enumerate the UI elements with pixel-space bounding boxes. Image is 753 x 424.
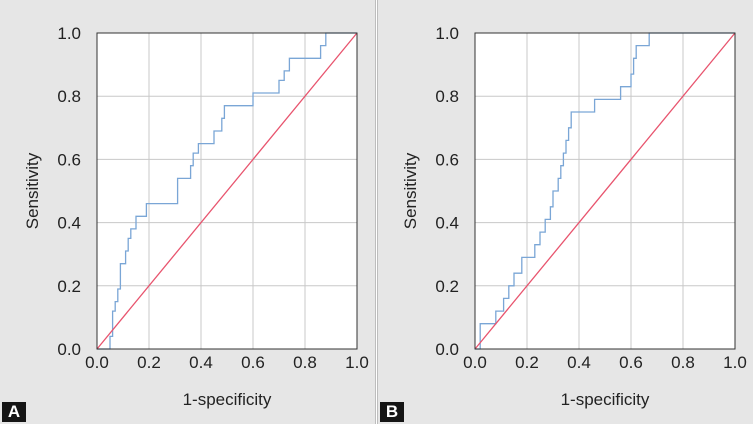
y-tick-label: 0.6	[57, 150, 81, 169]
x-tick-label: 1.0	[723, 353, 747, 372]
x-axis-title: 1-specificity	[561, 390, 650, 409]
y-tick-label: 0.4	[57, 214, 81, 233]
x-tick-label: 0.4	[567, 353, 591, 372]
plot-border	[474, 32, 736, 350]
reference-diagonal	[96, 32, 358, 350]
y-tick-label: 0.0	[57, 340, 81, 359]
y-tick-label: 0.8	[57, 87, 81, 106]
y-axis-title: Sensitivity	[401, 152, 420, 229]
x-tick-label: 0.6	[241, 353, 265, 372]
x-tick-label: 0.0	[85, 353, 109, 372]
roc-curve	[475, 32, 735, 350]
roc-chart-a: 0.0 0.2 0.4 0.6 0.8 1.0 0.0 0.2 0.4 0.6 0.8 1.0 1-sp…	[23, 24, 369, 409]
y-tick-label: 1.0	[435, 24, 459, 43]
x-tick-label: 0.6	[619, 353, 643, 372]
y-tick-label: 0.2	[57, 277, 81, 296]
x-tick-label: 0.2	[515, 353, 539, 372]
x-tick-label: 0.0	[463, 353, 487, 372]
plot-border	[96, 32, 358, 350]
x-tick-label: 1.0	[345, 353, 369, 372]
roc-curve	[97, 32, 357, 350]
chart-panel-b: 0.0 0.2 0.4 0.6 0.8 1.0 0.0 0.2 0.4 0.6 0.8 1.0 1-sp…	[377, 0, 753, 424]
reference-diagonal	[474, 32, 736, 350]
x-tick-label: 0.4	[189, 353, 213, 372]
y-tick-label: 0.0	[435, 340, 459, 359]
y-tick-label: 0.2	[435, 277, 459, 296]
y-tick-label: 0.4	[435, 214, 459, 233]
y-axis-title: Sensitivity	[23, 152, 42, 229]
panel-label-b: B	[380, 402, 404, 422]
x-axis-title: 1-specificity	[183, 390, 272, 409]
panel-label-a: A	[2, 402, 26, 422]
y-tick-label: 0.8	[435, 87, 459, 106]
y-tick-label: 1.0	[57, 24, 81, 43]
y-tick-label: 0.6	[435, 150, 459, 169]
x-tick-label: 0.2	[137, 353, 161, 372]
x-tick-label: 0.8	[671, 353, 695, 372]
roc-chart-b: 0.0 0.2 0.4 0.6 0.8 1.0 0.0 0.2 0.4 0.6 0.8 1.0 1-sp…	[401, 24, 747, 409]
chart-panel-a: 0.0 0.2 0.4 0.6 0.8 1.0 0.0 0.2 0.4 0.6 0.8 1.0 1-sp…	[0, 0, 376, 424]
x-tick-label: 0.8	[293, 353, 317, 372]
